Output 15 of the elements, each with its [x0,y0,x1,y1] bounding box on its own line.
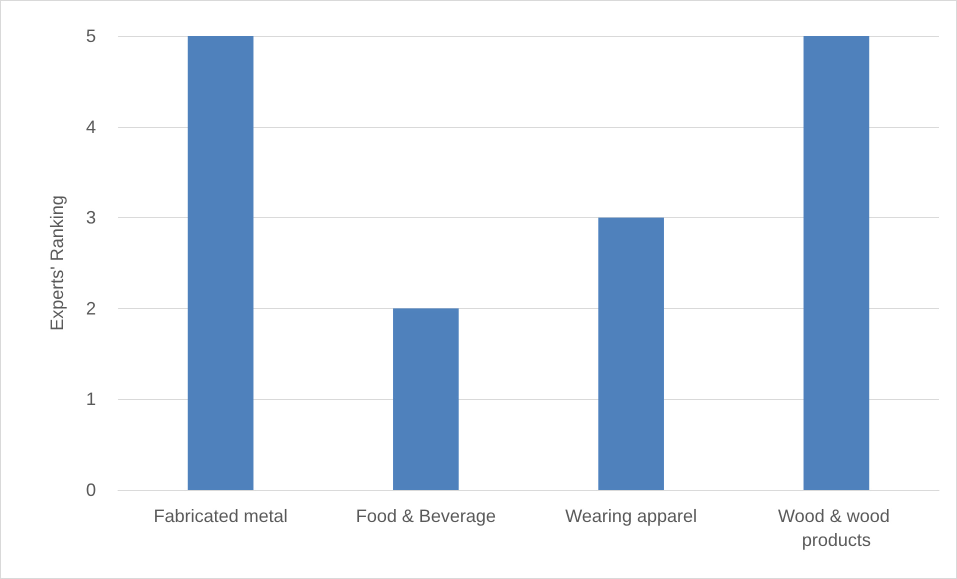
y-tick-label: 3 [86,208,96,228]
x-tick-label: Wearing apparel [565,506,697,526]
x-tick-label: Food & Beverage [356,506,496,526]
y-tick-label: 5 [86,26,96,46]
bar [188,36,254,490]
y-tick-label: 2 [86,298,96,318]
x-tick-label: Wood & wood products [778,506,895,550]
y-tick-label: 4 [86,116,96,137]
bar [393,308,459,490]
bar [598,218,664,490]
bar [804,36,870,490]
y-tick-label: 0 [86,480,96,500]
y-axis-title: Experts' Ranking [47,195,67,331]
x-tick-label: Fabricated metal [154,506,288,526]
y-tick-label: 1 [86,389,96,410]
